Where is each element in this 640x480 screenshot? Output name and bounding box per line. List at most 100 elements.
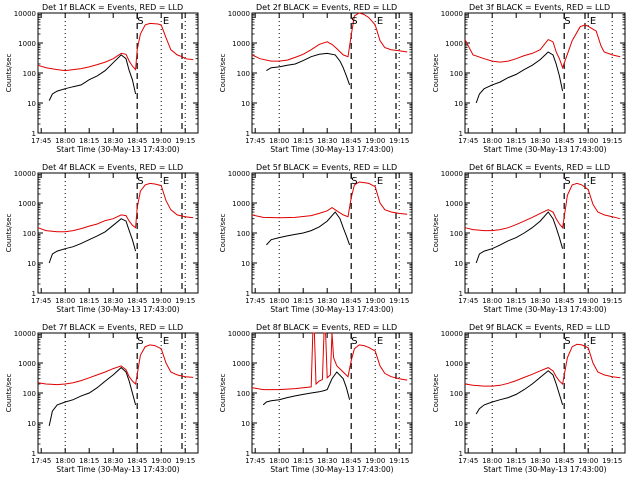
x-tick-label: 19:00 [365,297,385,305]
y-axis-label: Counts/sec [219,374,227,413]
y-tick-label: 10000 [14,330,36,338]
y-tick-label: 10000 [441,10,463,18]
series-line-black [262,371,351,406]
marker-label: E [163,16,169,27]
x-tick-label: 17:45 [458,137,478,145]
marker-label: E [163,336,169,347]
y-tick-label: 1000 [18,40,36,48]
marker-label: E [377,176,383,187]
chart-title: Det 4f BLACK = Events, RED = LLD [42,163,183,172]
x-axis-label: Start Time (30-May-13 17:43:00) [483,465,606,474]
y-tick-label: 1 [459,130,463,138]
y-tick-label: 10 [27,100,36,108]
x-tick-label: 18:15 [293,457,313,465]
x-tick-label: 18:00 [55,297,75,305]
x-tick-label: 17:45 [245,457,265,465]
x-tick-label: 19:15 [389,457,409,465]
series-line-black [266,52,351,86]
x-tick-label: 19:00 [578,137,598,145]
x-tick-label: 18:45 [127,297,147,305]
x-axis-label: Start Time (30-May-13 17:43:00) [56,465,179,474]
x-tick-label: 18:30 [530,457,550,465]
marker-label: S [564,176,570,187]
x-tick-label: 18:15 [79,137,99,145]
x-tick-label: 19:00 [151,457,171,465]
x-tick-label: 18:15 [506,457,526,465]
x-tick-label: 18:15 [506,137,526,145]
series-line-red [37,344,194,386]
x-tick-label: 18:00 [269,457,289,465]
marker-label: E [163,176,169,187]
x-tick-label: 17:45 [458,457,478,465]
x-tick-label: 18:00 [482,457,502,465]
y-tick-label: 10000 [14,10,36,18]
y-tick-label: 1000 [445,360,463,368]
y-tick-label: 10 [241,260,250,268]
chart-panel: Det 7f BLACK = Events, RED = LLD 1 10 100 10… [5,323,199,474]
marker-label: S [564,336,570,347]
y-tick-label: 10000 [441,330,463,338]
series-line-red [251,181,408,219]
y-tick-label: 10 [454,260,463,268]
x-tick-label: 19:00 [578,457,598,465]
series-line-black [48,366,137,427]
marker-label: S [351,336,357,347]
x-tick-label: 18:30 [317,137,337,145]
y-tick-label: 1000 [232,360,250,368]
x-tick-label: 18:45 [341,137,361,145]
x-tick-label: 18:30 [103,297,123,305]
y-axis-label: Counts/sec [5,54,13,93]
x-tick-label: 18:00 [55,137,75,145]
marker-label: S [137,16,143,27]
y-tick-label: 1 [32,290,36,298]
chart-panel: Det 9f BLACK = Events, RED = LLD 1 10 100 10… [432,323,626,474]
x-tick-label: 18:15 [293,137,313,145]
x-tick-label: 18:00 [482,297,502,305]
y-tick-label: 10000 [228,10,250,18]
chart-panel: Det 6f BLACK = Events, RED = LLD 1 10 100 10… [432,163,626,314]
y-tick-label: 100 [237,390,250,398]
chart-title: Det 2f BLACK = Events, RED = LLD [256,3,397,12]
y-tick-label: 1000 [232,200,250,208]
y-tick-label: 10000 [228,330,250,338]
x-tick-label: 18:15 [79,297,99,305]
y-tick-label: 1000 [18,200,36,208]
x-axis-label: Start Time (30-May-13 17:43:00) [270,465,393,474]
x-tick-label: 17:45 [31,297,51,305]
y-tick-label: 1000 [18,360,36,368]
chart-panel: Det 4f BLACK = Events, RED = LLD 1 10 100 10… [5,163,199,314]
y-tick-label: 1 [246,130,250,138]
x-tick-label: 19:15 [175,457,195,465]
x-tick-label: 18:00 [269,137,289,145]
y-axis-label: Counts/sec [432,214,440,253]
series-line-black [48,54,137,101]
y-axis-label: Counts/sec [219,54,227,93]
y-tick-label: 100 [23,230,36,238]
x-tick-label: 18:30 [103,457,123,465]
y-axis-label: Counts/sec [432,374,440,413]
x-tick-label: 18:15 [79,457,99,465]
chart-title: Det 1f BLACK = Events, RED = LLD [42,3,183,12]
y-axis-label: Counts/sec [219,214,227,253]
y-tick-label: 1 [246,450,250,458]
marker-label: S [137,176,143,187]
x-tick-label: 18:15 [293,297,313,305]
marker-label: E [590,16,596,27]
x-tick-label: 17:45 [31,137,51,145]
y-tick-label: 10 [454,420,463,428]
x-tick-label: 17:45 [31,457,51,465]
x-tick-label: 18:45 [341,457,361,465]
x-tick-label: 17:45 [245,137,265,145]
x-tick-label: 19:15 [602,137,622,145]
series-line-black [48,218,137,264]
x-tick-label: 19:00 [578,297,598,305]
x-tick-label: 18:15 [506,297,526,305]
x-axis-label: Start Time (30-May-13 17:43:00) [270,305,393,314]
chart-panel: Det 2f BLACK = Events, RED = LLD 1 10 100 10… [219,3,413,154]
chart-title: Det 5f BLACK = Events, RED = LLD [256,163,397,172]
y-tick-label: 10 [27,420,36,428]
y-tick-label: 100 [23,390,36,398]
y-tick-label: 1 [32,450,36,458]
marker-label: E [377,16,383,27]
